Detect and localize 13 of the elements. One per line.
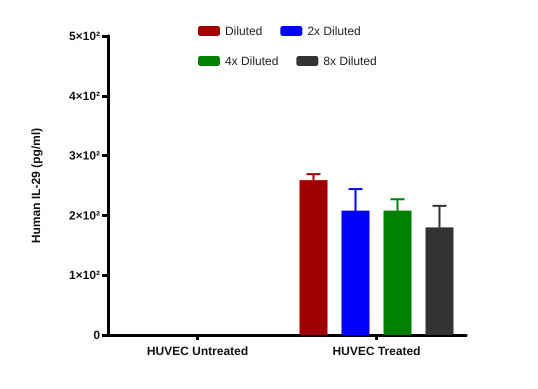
y-tick-label: 4×10² [68,88,100,103]
x-tick-label: HUVEC Treated [332,344,421,358]
legend-label: 2x Diluted [307,24,361,38]
y-tick-label: 1×10² [68,268,100,282]
y-tick-label: 3×10² [68,148,100,163]
legend-label: Diluted [225,24,262,38]
y-tick-label: 5×10² [68,29,100,43]
legend-label: 8x Diluted [323,54,377,68]
legend-label: 4x Diluted [225,54,278,68]
y-axis-title: Human IL-29 (pg/ml) [29,128,43,244]
x-tick-label: HUVEC Untreated [146,344,248,358]
y-tick-label: 2×10² [68,208,100,222]
y-tick-label: 0 [93,328,100,342]
